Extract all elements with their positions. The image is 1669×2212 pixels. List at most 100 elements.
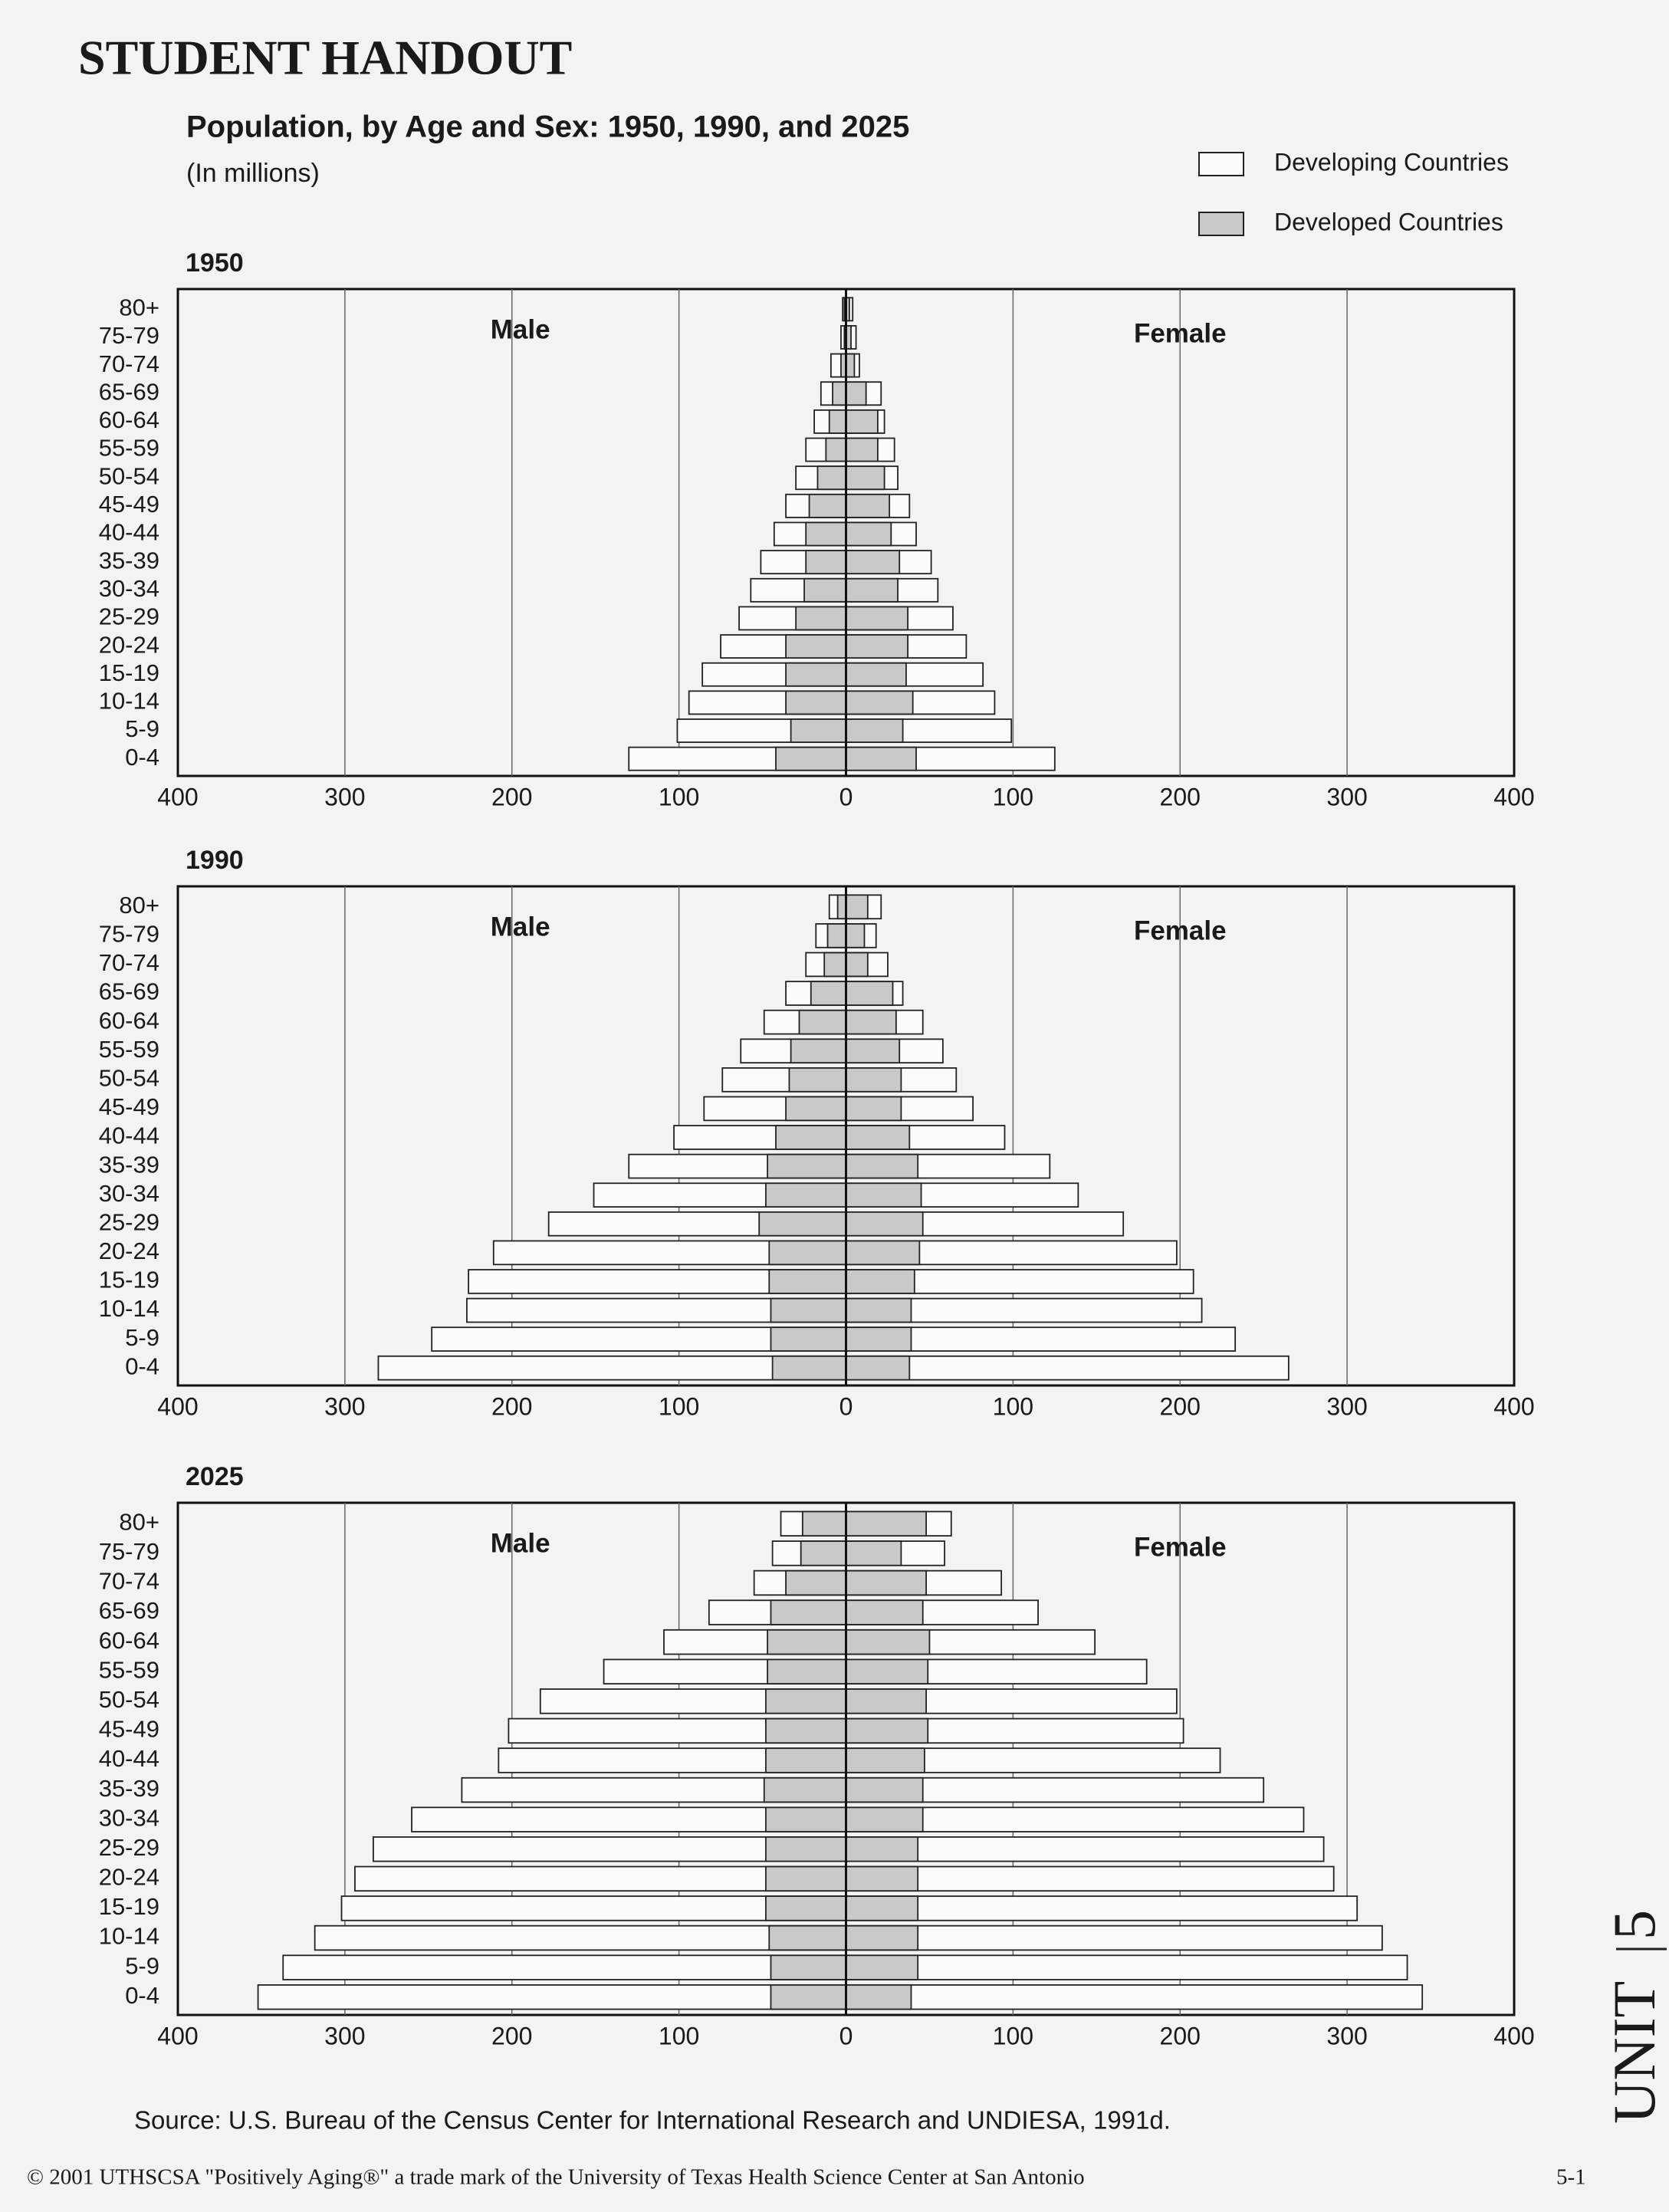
- legend-swatch: [1198, 152, 1244, 176]
- age-group-label: 15-19: [99, 1893, 159, 1920]
- male-bar: [785, 1569, 847, 1596]
- female-bar: [845, 1895, 1359, 1921]
- male-bar: [810, 981, 847, 1006]
- male-bar: [765, 1895, 847, 1921]
- x-tick-label: 400: [1493, 2022, 1534, 2049]
- male-bar: [788, 1067, 847, 1093]
- female-bar: [845, 1924, 1383, 1951]
- age-group-label: 25-29: [99, 1834, 159, 1861]
- male-bar: [823, 952, 847, 978]
- age-group-label: 75-79: [99, 921, 159, 948]
- side-label: Female: [1134, 1532, 1227, 1562]
- male-bar: [775, 746, 847, 771]
- male-bar: [805, 550, 847, 575]
- x-tick-label: 300: [1326, 783, 1367, 810]
- female-bar: [845, 381, 867, 406]
- age-group-label: 65-69: [99, 1597, 159, 1624]
- female-bar: [845, 718, 904, 743]
- female-bar: [845, 521, 892, 547]
- age-group-label: 55-59: [99, 1656, 159, 1683]
- female-bar: [845, 1355, 911, 1381]
- male-bar: [758, 1211, 847, 1237]
- x-tick-label: 100: [659, 783, 699, 810]
- male-bar: [765, 1806, 847, 1832]
- female-bar: [845, 1067, 902, 1093]
- male-bar: [770, 1954, 847, 1980]
- age-group-label: 45-49: [99, 1716, 159, 1743]
- female-bar: [845, 465, 885, 491]
- male-bar: [767, 1629, 847, 1655]
- page-number: 5-1: [1556, 2165, 1586, 2190]
- x-tick-label: 400: [1493, 783, 1534, 810]
- female-bar: [845, 1954, 919, 1980]
- x-tick-label: 300: [324, 783, 365, 810]
- female-bar: [845, 1865, 1335, 1892]
- male-bar: [808, 493, 847, 518]
- female-bar: [845, 550, 901, 575]
- age-group-label: 65-69: [99, 978, 159, 1005]
- female-bar: [845, 1211, 924, 1237]
- female-bar: [845, 1096, 902, 1122]
- age-group-label: 50-54: [99, 1686, 159, 1713]
- male-bar: [768, 1240, 847, 1266]
- female-bar: [845, 606, 909, 631]
- female-bar: [845, 1355, 1290, 1381]
- age-group-label: 30-34: [99, 1180, 159, 1207]
- male-bar: [798, 1009, 847, 1035]
- source-note: Source: U.S. Bureau of the Census Center…: [134, 2106, 1171, 2135]
- male-bar: [282, 1954, 847, 1980]
- x-tick-label: 300: [1326, 2022, 1367, 2049]
- heading: Population, by Age and Sex: 1950, 1990, …: [186, 110, 909, 144]
- age-group-label: 35-39: [99, 1151, 159, 1178]
- age-group-label: 10-14: [99, 1295, 159, 1322]
- female-bar: [845, 1297, 912, 1323]
- age-group-label: 5-9: [125, 1324, 159, 1351]
- female-bar: [845, 1924, 919, 1951]
- female-bar: [845, 1717, 929, 1744]
- age-group-label: 0-4: [125, 1982, 159, 2009]
- x-tick-label: 400: [1493, 1392, 1534, 1420]
- male-bar: [805, 521, 847, 547]
- copyright: © 2001 UTHSCSA "Positively Aging®" a tra…: [27, 2165, 1085, 2190]
- male-bar: [803, 577, 847, 603]
- x-tick-label: 0: [839, 783, 853, 810]
- age-group-label: 60-64: [99, 1627, 159, 1654]
- male-bar: [816, 465, 847, 491]
- male-bar: [770, 1326, 847, 1352]
- male-bar: [832, 381, 847, 406]
- female-bar: [845, 1240, 921, 1266]
- side-label: Male: [491, 1528, 550, 1558]
- side-label: Male: [491, 912, 550, 942]
- age-group-label: 35-39: [99, 547, 159, 574]
- age-group-label: 40-44: [99, 1745, 159, 1772]
- age-group-label: 80+: [119, 294, 159, 321]
- male-bar: [825, 437, 847, 462]
- male-bar: [767, 1658, 847, 1684]
- female-bar: [845, 353, 856, 378]
- x-tick-label: 100: [993, 1392, 1033, 1420]
- x-tick-label: 300: [324, 1392, 365, 1420]
- female-bar: [845, 1688, 927, 1714]
- age-group-label: 20-24: [99, 1237, 159, 1264]
- age-group-label: 15-19: [99, 659, 159, 686]
- female-bar: [845, 437, 879, 462]
- age-group-label: 75-79: [99, 1538, 159, 1565]
- x-tick-label: 200: [1160, 783, 1201, 810]
- female-bar: [845, 952, 869, 978]
- male-bar: [768, 1269, 847, 1294]
- age-group-label: 5-9: [125, 715, 159, 742]
- male-bar: [836, 894, 847, 920]
- female-bar: [845, 1510, 927, 1537]
- male-bar: [765, 1717, 847, 1744]
- age-group-label: 10-14: [99, 1923, 159, 1950]
- unit-number: 5: [1601, 1910, 1667, 1940]
- age-group-label: 5-9: [125, 1952, 159, 1979]
- subheading: (In millions): [186, 159, 320, 188]
- x-tick-label: 200: [491, 2022, 532, 2049]
- chart-title: 1950: [186, 248, 244, 278]
- female-bar: [845, 1540, 902, 1566]
- female-bar: [845, 1777, 924, 1803]
- female-bar: [845, 1326, 912, 1352]
- female-bar: [845, 1038, 901, 1064]
